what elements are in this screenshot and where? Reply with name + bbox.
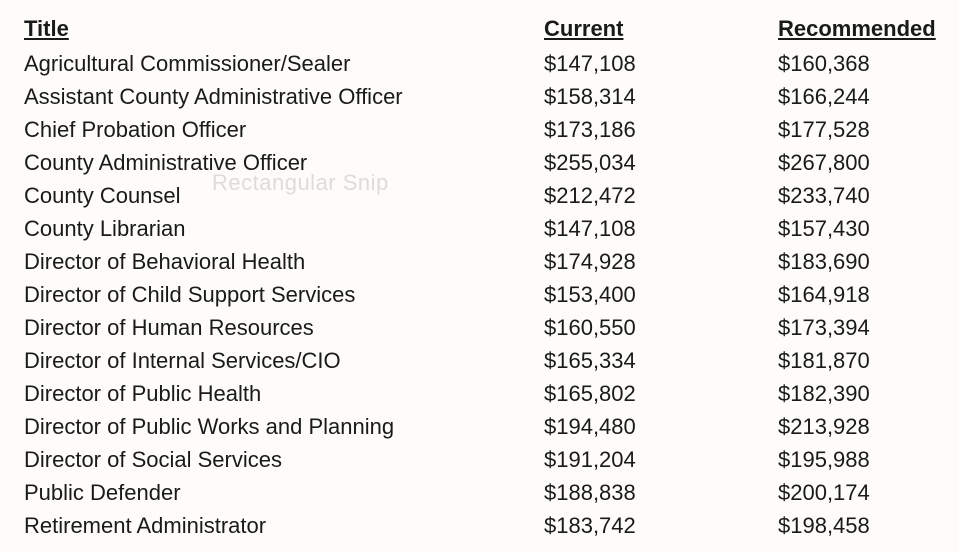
table-row: Chief Probation Officer$173,186$177,528	[24, 113, 935, 146]
table-row: Director of Public Works and Planning$19…	[24, 410, 935, 443]
cell-recommended: $181,870	[734, 344, 934, 377]
cell-title: Agricultural Commissioner/Sealer	[24, 47, 544, 80]
table-row: County Librarian$147,108$157,430	[24, 212, 935, 245]
cell-current: $188,838	[544, 476, 734, 509]
header-current: Current	[544, 12, 734, 45]
cell-current: $165,334	[544, 344, 734, 377]
table-header-row: Title Current Recommended	[24, 12, 935, 45]
cell-recommended: $200,174	[734, 476, 934, 509]
cell-current: $183,742	[544, 509, 734, 542]
table-row: Retirement Administrator$183,742$198,458	[24, 509, 935, 542]
table-row: Assistant County Administrative Officer$…	[24, 80, 935, 113]
cell-current: $147,108	[544, 212, 734, 245]
cell-title: Director of Social Services	[24, 443, 544, 476]
table-row: Director of Public Health$165,802$182,39…	[24, 377, 935, 410]
table-row: County Counsel$212,472$233,740	[24, 179, 935, 212]
cell-current: $165,802	[544, 377, 734, 410]
table-row: Director of Child Support Services$153,4…	[24, 278, 935, 311]
cell-recommended: $195,988	[734, 443, 934, 476]
cell-recommended: $166,244	[734, 80, 934, 113]
table-body: Agricultural Commissioner/Sealer$147,108…	[24, 47, 935, 542]
table-row: Director of Internal Services/CIO$165,33…	[24, 344, 935, 377]
header-recommended: Recommended	[734, 12, 936, 45]
cell-title: Chief Probation Officer	[24, 113, 544, 146]
cell-title: Director of Public Works and Planning	[24, 410, 544, 443]
cell-current: $194,480	[544, 410, 734, 443]
cell-title: County Administrative Officer	[24, 146, 544, 179]
cell-title: Director of Public Health	[24, 377, 544, 410]
cell-recommended: $164,918	[734, 278, 934, 311]
table-row: Public Defender$188,838$200,174	[24, 476, 935, 509]
table-row: Director of Social Services$191,204$195,…	[24, 443, 935, 476]
cell-title: County Librarian	[24, 212, 544, 245]
cell-current: $191,204	[544, 443, 734, 476]
cell-recommended: $160,368	[734, 47, 934, 80]
cell-current: $158,314	[544, 80, 734, 113]
cell-current: $147,108	[544, 47, 734, 80]
cell-recommended: $182,390	[734, 377, 934, 410]
cell-current: $174,928	[544, 245, 734, 278]
cell-current: $212,472	[544, 179, 734, 212]
header-title: Title	[24, 12, 544, 45]
cell-current: $255,034	[544, 146, 734, 179]
cell-title: Director of Child Support Services	[24, 278, 544, 311]
cell-recommended: $198,458	[734, 509, 934, 542]
cell-current: $173,186	[544, 113, 734, 146]
cell-title: Retirement Administrator	[24, 509, 544, 542]
cell-recommended: $183,690	[734, 245, 934, 278]
salary-table: Title Current Recommended Agricultural C…	[24, 12, 935, 542]
table-row: County Administrative Officer$255,034$26…	[24, 146, 935, 179]
cell-title: Assistant County Administrative Officer	[24, 80, 544, 113]
cell-current: $160,550	[544, 311, 734, 344]
cell-recommended: $213,928	[734, 410, 934, 443]
cell-title: County Counsel	[24, 179, 544, 212]
cell-recommended: $267,800	[734, 146, 934, 179]
cell-recommended: $177,528	[734, 113, 934, 146]
table-row: Director of Behavioral Health$174,928$18…	[24, 245, 935, 278]
table-row: Agricultural Commissioner/Sealer$147,108…	[24, 47, 935, 80]
cell-recommended: $233,740	[734, 179, 934, 212]
cell-title: Director of Human Resources	[24, 311, 544, 344]
cell-title: Director of Behavioral Health	[24, 245, 544, 278]
cell-title: Public Defender	[24, 476, 544, 509]
cell-title: Director of Internal Services/CIO	[24, 344, 544, 377]
cell-recommended: $173,394	[734, 311, 934, 344]
cell-recommended: $157,430	[734, 212, 934, 245]
cell-current: $153,400	[544, 278, 734, 311]
table-row: Director of Human Resources$160,550$173,…	[24, 311, 935, 344]
